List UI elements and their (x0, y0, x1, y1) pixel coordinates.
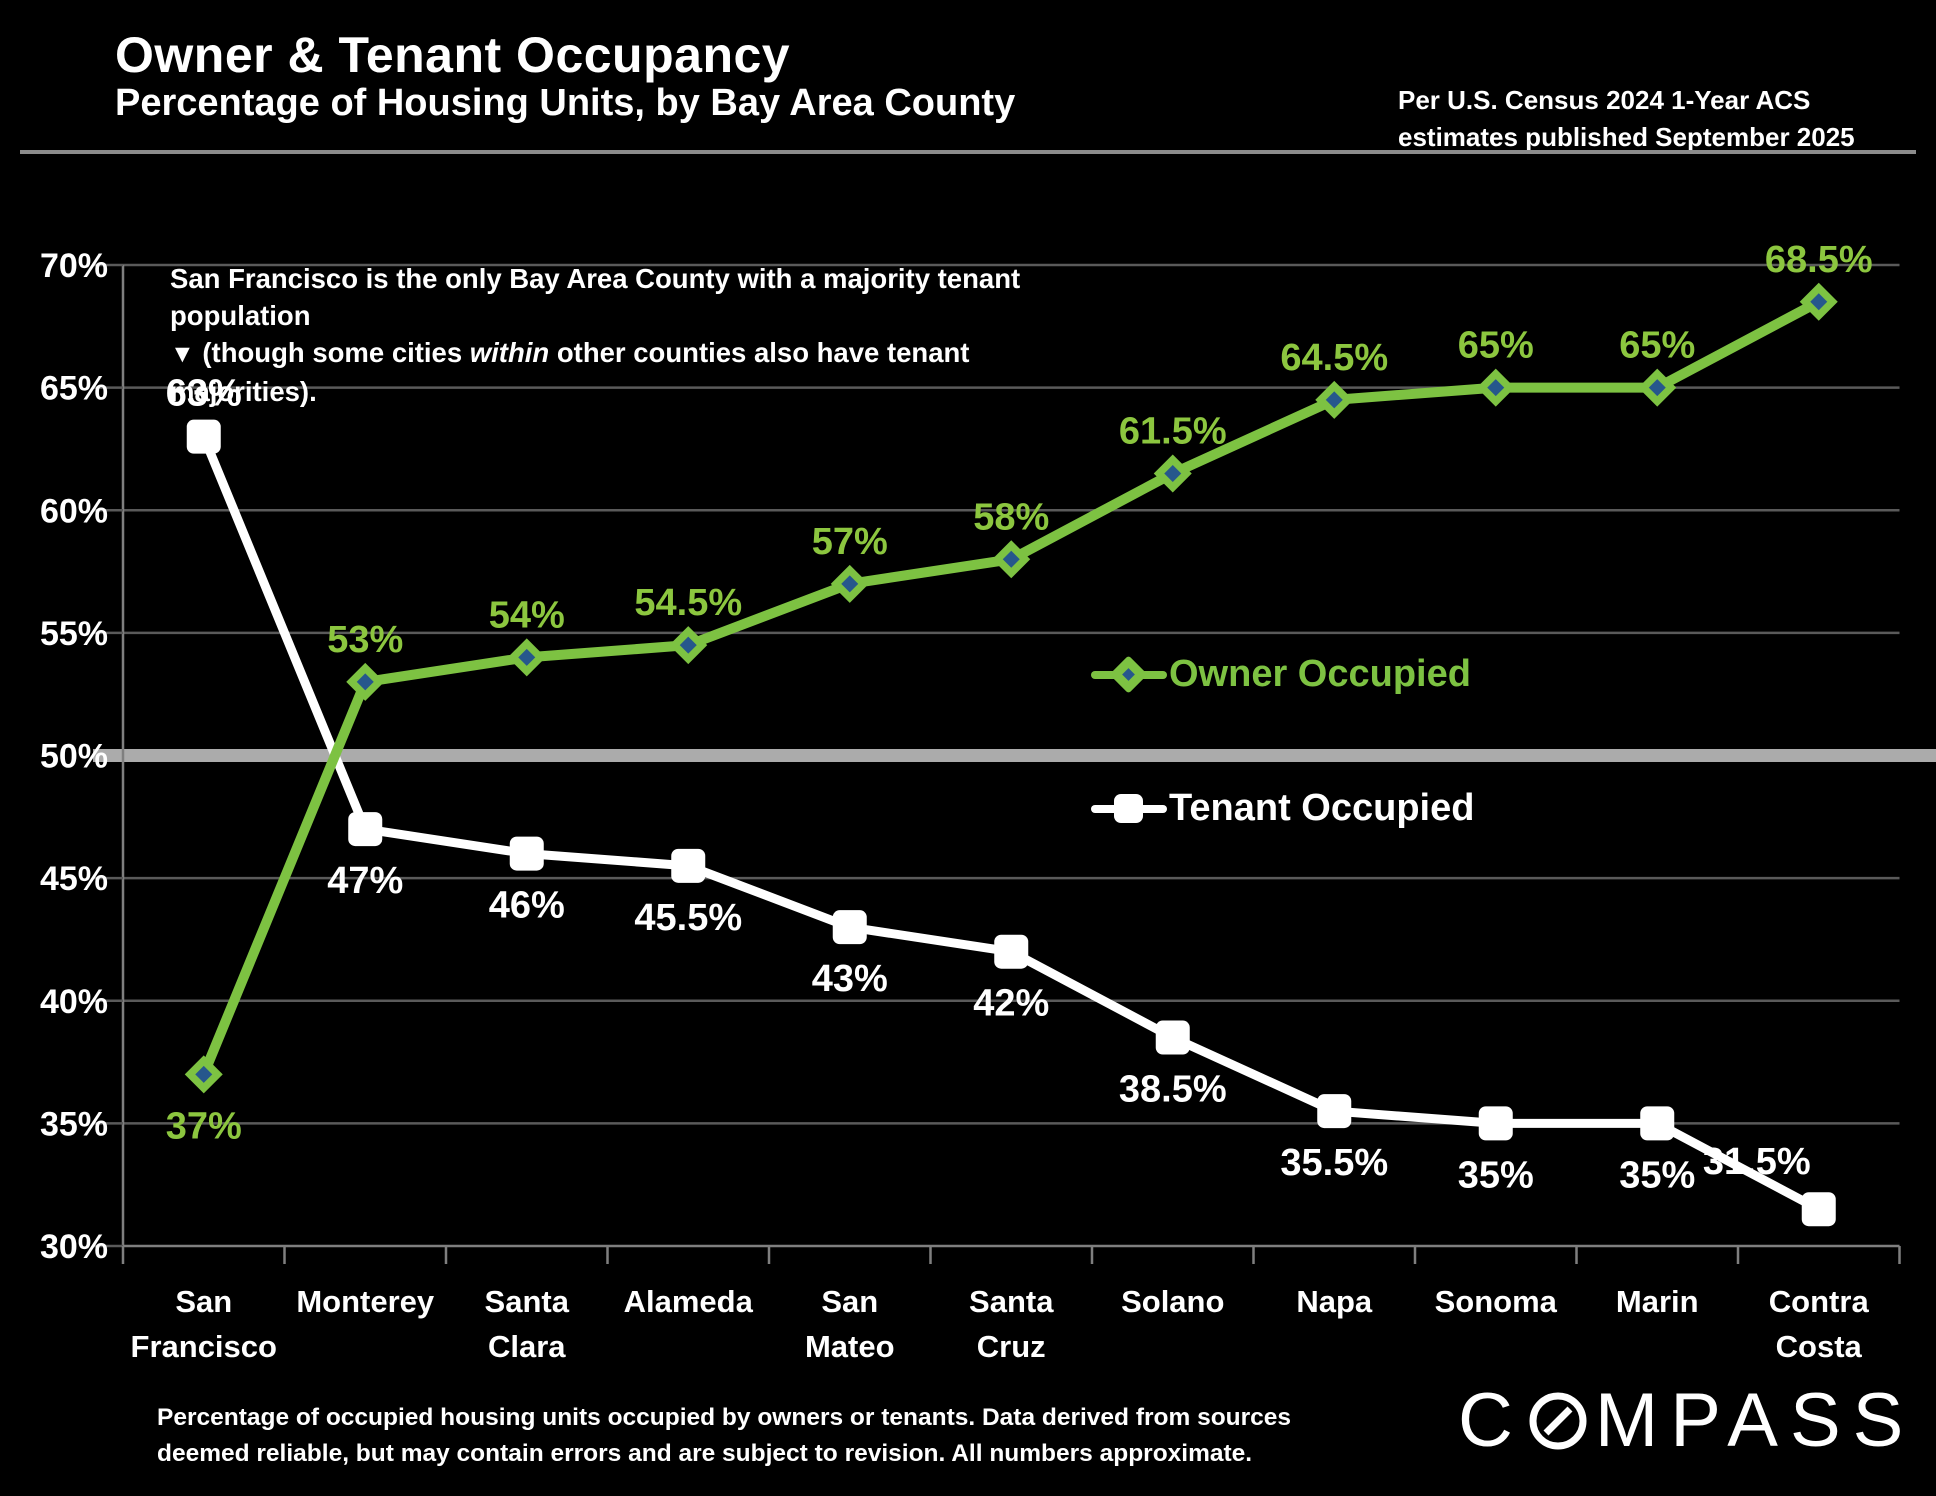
owner-marker-core (195, 1065, 213, 1083)
tenant-value-label: 35.5% (1280, 1142, 1388, 1184)
tenant-marker (186, 419, 221, 454)
page-title: Owner & Tenant Occupancy (115, 27, 791, 83)
down-arrow-icon: ▼ (170, 340, 195, 368)
tenant-marker (348, 812, 383, 847)
owner-value-label: 57% (812, 521, 888, 563)
tenant-marker (1801, 1192, 1836, 1227)
y-tick-label: 65% (40, 370, 108, 408)
owner-value-label: 53% (327, 619, 403, 661)
x-category-label: Alameda (624, 1284, 754, 1319)
owner-value-label: 37% (166, 1105, 242, 1147)
tenant-marker (1155, 1020, 1190, 1055)
x-category-label: Costa (1776, 1329, 1863, 1364)
tenant-value-label: 38.5% (1119, 1069, 1227, 1111)
x-category-label: Mateo (805, 1329, 895, 1364)
x-category-label: Clara (488, 1329, 566, 1364)
owner-series-marker-icon (1091, 654, 1167, 695)
tenant-value-label: 46% (489, 885, 565, 927)
owner-marker-core (1164, 464, 1182, 482)
annotation-line2: ▼ (though some cities within other count… (170, 337, 970, 407)
owner-value-label: 61.5% (1119, 410, 1227, 452)
tenant-value-label: 43% (812, 958, 888, 1000)
tenant-value-label: 35% (1619, 1154, 1695, 1196)
owner-value-label: 54% (489, 594, 565, 636)
owner-marker-core (1648, 379, 1666, 397)
tenant-value-label: 31.5% (1703, 1141, 1811, 1183)
y-tick-label: 50% (40, 738, 108, 776)
legend-owner-occupied: Owner Occupied (1091, 653, 1471, 696)
tenant-marker (994, 934, 1029, 969)
tenant-value-label: 63% (166, 373, 242, 415)
y-tick-label: 60% (40, 492, 108, 530)
legend-owner-label: Owner Occupied (1169, 653, 1471, 695)
owner-value-label: 65% (1458, 325, 1534, 367)
owner-value-label: 58% (973, 496, 1049, 538)
legend-tenant-label: Tenant Occupied (1169, 787, 1475, 829)
owner-marker-core (356, 673, 374, 691)
owner-marker-core (841, 575, 859, 593)
owner-value-label: 64.5% (1280, 337, 1388, 379)
x-category-label: Santa (485, 1284, 570, 1319)
source-note-line1: Per U.S. Census 2024 1-Year ACS (1398, 85, 1811, 115)
y-tick-label: 30% (40, 1228, 108, 1266)
header-divider (20, 150, 1916, 154)
logo-letter-c: C (1458, 1378, 1525, 1463)
source-note: Per U.S. Census 2024 1-Year ACS estimate… (1398, 82, 1855, 156)
compass-o-icon (1529, 1392, 1587, 1450)
tenant-marker (832, 910, 867, 945)
disclaimer-line2: deemed reliable, but may contain errors … (157, 1440, 1253, 1467)
owner-marker-core (518, 648, 536, 666)
tenant-value-label: 47% (327, 860, 403, 902)
y-tick-label: 40% (40, 983, 108, 1021)
logo-letters-mpass: MPASS (1594, 1378, 1916, 1463)
tenant-marker (1640, 1106, 1675, 1141)
y-tick-label: 45% (40, 860, 108, 898)
x-category-label: Francisco (131, 1329, 277, 1364)
x-category-label: Marin (1616, 1284, 1699, 1319)
disclaimer-line1: Percentage of occupied housing units occ… (157, 1404, 1292, 1431)
owner-marker-core (679, 636, 697, 654)
legend-tenant-occupied: Tenant Occupied (1091, 787, 1474, 830)
x-category-label: San (821, 1284, 878, 1319)
source-note-line2: estimates published September 2025 (1398, 122, 1855, 152)
y-tick-label: 35% (40, 1105, 108, 1143)
owner-marker-core (1487, 379, 1505, 397)
x-category-label: Contra (1769, 1284, 1870, 1319)
x-category-label: Monterey (296, 1284, 435, 1319)
owner-value-label: 68.5% (1765, 239, 1873, 281)
fifty-percent-reference-line (93, 749, 1936, 762)
compass-logo: C MPASS (1458, 1378, 1916, 1463)
tenant-value-label: 45.5% (634, 897, 742, 939)
x-category-label: Solano (1121, 1284, 1224, 1319)
x-category-label: Santa (969, 1284, 1054, 1319)
tenant-value-label: 35% (1458, 1154, 1534, 1196)
x-category-label: Cruz (977, 1329, 1046, 1364)
page-subtitle: Percentage of Housing Units, by Bay Area… (115, 82, 1016, 124)
owner-marker-core (1810, 293, 1828, 311)
tenant-marker (1478, 1106, 1513, 1141)
owner-marker-core (1002, 550, 1020, 568)
tenant-marker (509, 836, 544, 871)
owner-marker-core (1325, 391, 1343, 409)
tenant-series-marker-icon (1091, 789, 1167, 829)
tenant-marker (1317, 1094, 1352, 1129)
x-category-label: Sonoma (1435, 1284, 1558, 1319)
x-category-label: Napa (1296, 1284, 1373, 1319)
y-tick-label: 70% (40, 247, 108, 285)
disclaimer: Percentage of occupied housing units occ… (157, 1400, 1291, 1472)
chart-annotation: San Francisco is the only Bay Area Count… (170, 260, 1070, 410)
tenant-marker (671, 848, 706, 883)
y-tick-label: 55% (40, 615, 108, 653)
tenant-value-label: 42% (973, 983, 1049, 1025)
annotation-line1: San Francisco is the only Bay Area Count… (170, 263, 1021, 331)
owner-value-label: 65% (1619, 325, 1695, 367)
x-category-label: San (175, 1284, 232, 1319)
owner-value-label: 54.5% (634, 582, 742, 624)
